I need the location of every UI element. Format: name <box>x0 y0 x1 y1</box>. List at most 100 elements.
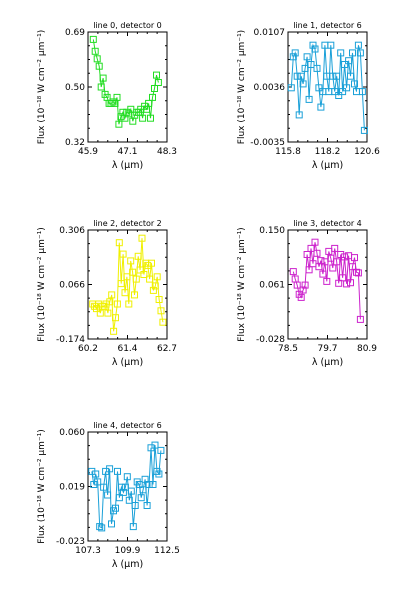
data-point <box>331 88 339 96</box>
data-point <box>358 88 366 96</box>
data-point <box>139 486 147 494</box>
data-point <box>129 523 137 531</box>
data-point <box>131 291 138 299</box>
data-point <box>321 258 329 266</box>
data-point <box>140 271 148 278</box>
data-point <box>108 291 116 299</box>
data-point <box>91 302 99 310</box>
x-tick-label: 62.7 <box>157 344 177 354</box>
data-point <box>301 64 309 72</box>
data-point <box>360 126 368 134</box>
chart-title: line 1, detector 6 <box>293 21 362 30</box>
data-point <box>121 483 129 491</box>
data-point <box>341 253 349 261</box>
data-point <box>311 238 319 246</box>
data-point <box>112 314 119 322</box>
data-point <box>303 53 311 61</box>
x-tick-label: 45.9 <box>78 147 98 157</box>
data-point <box>106 298 114 306</box>
y-tick-label: -0.028 <box>256 335 285 345</box>
data-point <box>339 88 347 96</box>
data-point <box>347 279 354 287</box>
panel-0: line 0, detector 0 45.9 47.1 48.3 0.32 0.50 0.… <box>37 21 177 171</box>
chart-title: line 0, detector 0 <box>93 21 162 30</box>
data-point <box>356 49 364 57</box>
data-point <box>297 293 305 301</box>
data-point <box>333 72 341 80</box>
data-point <box>307 61 315 68</box>
y-axis-label: Flux (10⁻¹⁸ W cm⁻² μm⁻¹) <box>37 227 47 341</box>
data-point <box>354 269 362 277</box>
data-point <box>317 103 325 111</box>
data-point <box>305 266 313 274</box>
data-point <box>95 62 103 70</box>
panel-1: line 1, detector 6 115.8 118.2 120.6 -0.0035… <box>237 21 380 171</box>
panel-3: line 3, detector 4 78.5 79.7 80.9 -0.028 0.06… <box>237 219 377 368</box>
data-point <box>135 481 143 488</box>
data-point <box>125 300 133 308</box>
x-tick-label: 48.3 <box>157 147 177 157</box>
data-point <box>107 99 115 107</box>
data-point <box>327 41 335 49</box>
y-tick-label: 0.32 <box>65 138 85 148</box>
chart-title: line 4, detector 6 <box>93 421 162 430</box>
x-tick-label: 120.6 <box>354 147 380 157</box>
y-axis-label: Flux (10⁻¹⁸ W cm⁻² μm⁻¹) <box>37 429 47 543</box>
data-point <box>104 309 112 317</box>
data-point <box>149 286 157 294</box>
data-point <box>301 281 309 289</box>
x-tick-label: 61.4 <box>117 344 137 354</box>
data-point <box>337 251 345 258</box>
data-point <box>146 275 154 283</box>
data-point <box>151 282 159 290</box>
x-axis-label: λ (μm) <box>312 357 343 368</box>
data-point <box>157 446 165 454</box>
y-tick-label: 0.0107 <box>254 28 286 38</box>
x-tick-label: 107.3 <box>75 546 101 556</box>
y-tick-label: -0.023 <box>56 537 85 547</box>
x-tick-label: 112.5 <box>154 546 180 556</box>
panel-4: line 4, detector 6 107.3 109.9 112.5 -0.023 0… <box>37 421 180 570</box>
data-point <box>315 84 323 92</box>
data-point <box>351 254 358 262</box>
data-point <box>106 465 114 473</box>
x-tick-label: 80.9 <box>357 344 377 354</box>
data-point <box>354 41 362 49</box>
x-tick-label: 115.8 <box>275 147 301 157</box>
data-point <box>329 72 337 80</box>
data-point <box>97 83 105 91</box>
x-axis-label: λ (μm) <box>112 160 143 171</box>
data-point <box>339 274 347 282</box>
data-point <box>313 64 321 72</box>
chart-title: line 3, detector 4 <box>293 219 362 228</box>
data-point <box>151 441 159 449</box>
data-point <box>289 53 297 61</box>
data-point <box>89 35 97 43</box>
data-point <box>143 502 151 509</box>
data-point <box>289 268 297 276</box>
data-point <box>144 261 152 269</box>
data-point <box>153 71 160 79</box>
x-tick-label: 47.1 <box>117 147 137 157</box>
y-axis-label: Flux (10⁻¹⁸ W cm⁻² μm⁻¹) <box>37 30 47 144</box>
x-axis-label: λ (μm) <box>112 559 143 570</box>
y-tick-label: 0.066 <box>59 281 85 291</box>
data-point <box>353 268 360 276</box>
data-point <box>309 41 317 49</box>
data-point <box>115 239 123 247</box>
data-point <box>100 483 108 491</box>
data-point <box>349 263 356 271</box>
data-point <box>115 120 123 128</box>
data-point <box>119 250 127 258</box>
y-axis-label: Flux (10⁻¹⁸ W cm⁻² μm⁻¹) <box>237 30 247 144</box>
data-point <box>127 487 135 495</box>
data-point <box>313 249 321 257</box>
y-tick-label: 0.060 <box>59 428 85 438</box>
data-point <box>121 289 129 297</box>
data-point <box>349 49 356 57</box>
data-point <box>293 281 301 289</box>
chart-title: line 2, detector 2 <box>93 219 162 228</box>
data-point <box>155 296 163 303</box>
y-tick-label: 0.50 <box>65 83 85 93</box>
